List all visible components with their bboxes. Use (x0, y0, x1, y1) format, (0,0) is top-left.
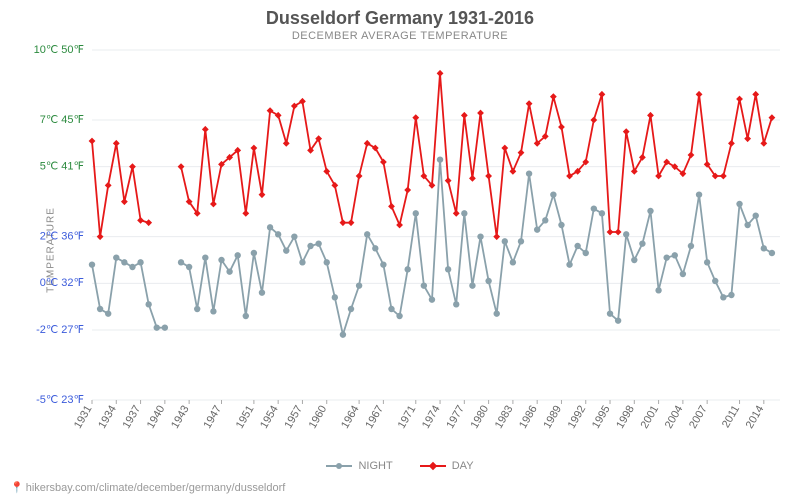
attribution-text: hikersbay.com/climate/december/germany/d… (26, 482, 286, 494)
legend-item-night: NIGHT (326, 460, 392, 472)
svg-text:1980: 1980 (469, 404, 492, 431)
svg-text:1931: 1931 (72, 404, 95, 431)
svg-text:1974: 1974 (420, 404, 443, 431)
svg-text:1951: 1951 (234, 404, 257, 431)
svg-text:1983: 1983 (493, 404, 516, 431)
svg-text:2℃ 36℉: 2℃ 36℉ (40, 231, 84, 243)
svg-text:1971: 1971 (396, 404, 419, 431)
svg-text:2014: 2014 (744, 404, 767, 431)
svg-text:1960: 1960 (307, 404, 330, 431)
svg-text:1992: 1992 (566, 404, 589, 431)
svg-text:1967: 1967 (363, 404, 386, 431)
svg-text:1943: 1943 (169, 404, 192, 431)
chart-plot-area: -5℃ 23℉ -2℃ 27℉ 0℃ 32℉ 2℃ 36℉ 5℃ 41℉ 7℃ 45℉ 10… (0, 0, 800, 500)
svg-text:7℃ 45℉: 7℃ 45℉ (40, 114, 84, 126)
legend-marker-day-icon (420, 465, 446, 467)
svg-text:1977: 1977 (444, 404, 467, 431)
svg-text:1937: 1937 (121, 404, 144, 431)
svg-text:2001: 2001 (639, 404, 662, 431)
svg-text:0℃ 32℉: 0℃ 32℉ (40, 277, 84, 289)
svg-text:1940: 1940 (145, 404, 168, 431)
legend-marker-night-icon (326, 465, 352, 467)
svg-text:1957: 1957 (282, 404, 305, 431)
chart-legend: NIGHT DAY (0, 458, 800, 472)
attribution: 📍hikersbay.com/climate/december/germany/… (10, 481, 285, 494)
svg-text:1934: 1934 (96, 404, 119, 431)
svg-text:1989: 1989 (541, 404, 564, 431)
legend-label-day: DAY (452, 460, 474, 472)
legend-item-day: DAY (420, 460, 474, 472)
legend-label-night: NIGHT (358, 460, 392, 472)
svg-text:1947: 1947 (201, 404, 224, 431)
svg-text:2011: 2011 (720, 404, 742, 430)
svg-text:1964: 1964 (339, 404, 362, 431)
svg-text:1995: 1995 (590, 404, 613, 431)
svg-text:-2℃ 27℉: -2℃ 27℉ (36, 324, 84, 336)
svg-text:1954: 1954 (258, 404, 281, 431)
svg-text:10℃ 50℉: 10℃ 50℉ (34, 44, 84, 56)
svg-text:2004: 2004 (663, 404, 686, 431)
svg-text:-5℃ 23℉: -5℃ 23℉ (36, 394, 84, 406)
svg-text:5℃ 41℉: 5℃ 41℉ (40, 161, 84, 173)
chart-container: Dusseldorf Germany 1931-2016 DECEMBER AV… (0, 0, 800, 500)
map-pin-icon: 📍 (10, 482, 24, 494)
svg-text:1998: 1998 (614, 404, 637, 431)
svg-text:1986: 1986 (517, 404, 540, 431)
svg-text:2007: 2007 (687, 404, 710, 431)
